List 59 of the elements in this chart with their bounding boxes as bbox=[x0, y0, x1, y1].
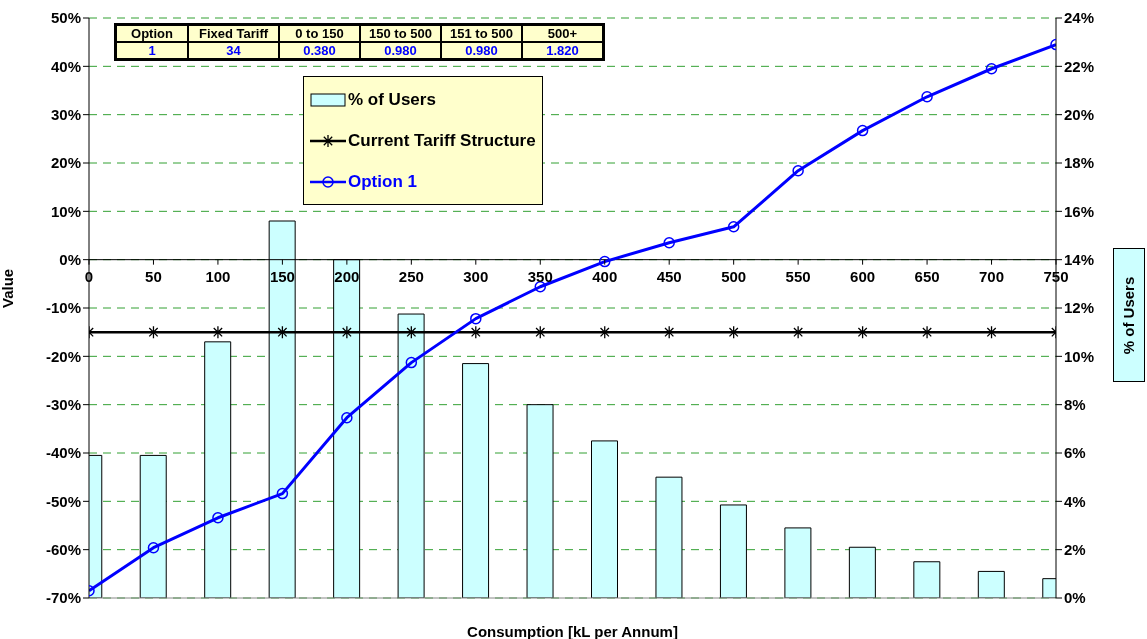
annotation: 1.820 bbox=[522, 42, 604, 60]
x-tick-label: 700 bbox=[979, 267, 1005, 285]
x-tick-label: 0 bbox=[84, 267, 94, 285]
y2-tick-label: 24% bbox=[1064, 9, 1095, 27]
annotation: 0.980 bbox=[360, 42, 441, 60]
x-tick-label: 150 bbox=[269, 267, 295, 285]
legend-label: Current Tariff Structure bbox=[347, 129, 536, 152]
x-tick-label: 400 bbox=[592, 267, 618, 285]
x-tick-label: 350 bbox=[527, 267, 553, 285]
y2-tick-label: 20% bbox=[1064, 105, 1095, 123]
y-tick-label: 30% bbox=[50, 105, 81, 123]
y2-tick-label: 10% bbox=[1064, 347, 1095, 365]
y2-tick-label: 4% bbox=[1064, 492, 1086, 510]
x-tick-label: 450 bbox=[656, 267, 682, 285]
y-tick-label: -20% bbox=[45, 347, 81, 365]
y-tick-label: 50% bbox=[50, 9, 81, 27]
y2-tick-label: 18% bbox=[1064, 154, 1095, 172]
annotation: 151 to 500 bbox=[441, 24, 522, 42]
y-tick-label: 0% bbox=[59, 250, 81, 268]
x-tick-label: 100 bbox=[205, 267, 231, 285]
y-tick-label: -10% bbox=[45, 299, 81, 317]
x-tick-label: 550 bbox=[785, 267, 811, 285]
x-tick-label: 250 bbox=[398, 267, 424, 285]
annotation: Fixed Tariff bbox=[188, 24, 279, 42]
y2-axis-title: % of Users bbox=[1120, 276, 1138, 354]
y2-tick-label: 2% bbox=[1064, 540, 1086, 558]
y-tick-label: -50% bbox=[45, 492, 81, 510]
y2-tick-label: 6% bbox=[1064, 444, 1086, 462]
annotation: 1 bbox=[115, 42, 188, 60]
y-tick-label: -30% bbox=[45, 395, 81, 413]
x-tick-label: 650 bbox=[914, 267, 940, 285]
annotation: 0.980 bbox=[441, 42, 522, 60]
legend-label: % of Users bbox=[347, 88, 437, 111]
annotation: Option bbox=[115, 24, 188, 42]
y2-tick-label: 16% bbox=[1064, 202, 1095, 220]
y-axis-title: Value bbox=[0, 268, 17, 308]
x-tick-label: 600 bbox=[850, 267, 876, 285]
y-tick-label: 20% bbox=[50, 154, 81, 172]
annotation: 150 to 500 bbox=[360, 24, 441, 42]
y2-tick-label: 14% bbox=[1064, 250, 1095, 268]
annotation: 0.380 bbox=[279, 42, 360, 60]
x-tick-label: 300 bbox=[463, 267, 489, 285]
y2-tick-label: 22% bbox=[1064, 57, 1095, 75]
annotation: 34 bbox=[188, 42, 279, 60]
legend-label: Option 1 bbox=[347, 170, 418, 193]
y2-tick-label: 0% bbox=[1064, 589, 1086, 607]
y-tick-label: -60% bbox=[45, 540, 81, 558]
y-tick-label: -70% bbox=[45, 589, 81, 607]
annotation: 500+ bbox=[522, 24, 604, 42]
y-tick-label: -40% bbox=[45, 444, 81, 462]
x-tick-label: 750 bbox=[1043, 267, 1069, 285]
x-tick-label: 50 bbox=[145, 267, 162, 285]
y-tick-label: 10% bbox=[50, 202, 81, 220]
y2-tick-label: 8% bbox=[1064, 395, 1086, 413]
y-tick-label: 40% bbox=[50, 57, 81, 75]
x-tick-label: 500 bbox=[721, 267, 747, 285]
x-tick-label: 200 bbox=[334, 267, 360, 285]
annotation: 0 to 150 bbox=[279, 24, 360, 42]
y2-tick-label: 12% bbox=[1064, 299, 1095, 317]
